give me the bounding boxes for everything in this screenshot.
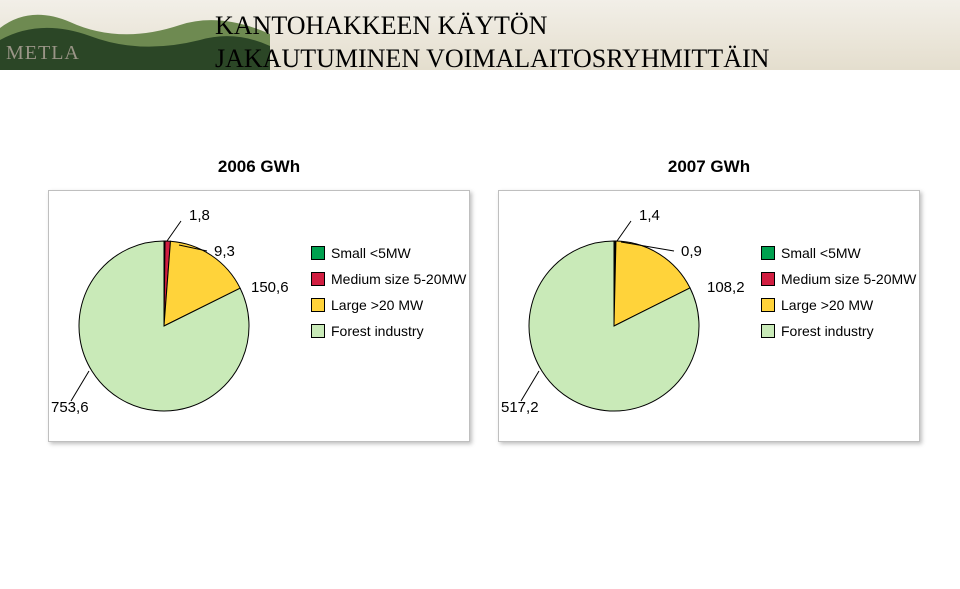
legend-item: Small <5MW — [311, 245, 466, 261]
logo-text: METLA — [6, 42, 80, 65]
chart-title-2007: 2007 GWh — [499, 157, 919, 177]
legend-label: Forest industry — [781, 323, 874, 339]
legend-swatch — [761, 324, 775, 338]
data-label: 1,4 — [639, 207, 660, 224]
legend-swatch — [311, 324, 325, 338]
leader-line — [71, 371, 89, 401]
legend-item: Large >20 MW — [761, 297, 916, 313]
title-line-1: KANTOHAKKEEN KÄYTÖN — [215, 11, 547, 40]
legend-item: Forest industry — [761, 323, 916, 339]
legend-swatch — [761, 272, 775, 286]
legend-2006: Small <5MW Medium size 5-20MW Large >20 MW… — [311, 245, 466, 349]
data-label: 517,2 — [501, 399, 539, 416]
data-label: 1,8 — [189, 207, 210, 224]
chart-title-2006: 2006 GWh — [49, 157, 469, 177]
legend-2007: Small <5MW Medium size 5-20MW Large >20 MW… — [761, 245, 916, 349]
data-label: 9,3 — [214, 243, 235, 260]
legend-swatch — [761, 246, 775, 260]
legend-label: Forest industry — [331, 323, 424, 339]
legend-item: Small <5MW — [761, 245, 916, 261]
data-label: 150,6 — [251, 279, 289, 296]
legend-item: Large >20 MW — [311, 297, 466, 313]
legend-label: Medium size 5-20MW — [331, 271, 466, 287]
legend-swatch — [311, 246, 325, 260]
leader-line — [521, 371, 539, 401]
legend-item: Medium size 5-20MW — [311, 271, 466, 287]
legend-swatch — [761, 298, 775, 312]
page-title: KANTOHAKKEEN KÄYTÖN JAKAUTUMINEN VOIMALA… — [215, 10, 775, 75]
legend-swatch — [311, 272, 325, 286]
legend-label: Small <5MW — [781, 245, 861, 261]
leader-line — [617, 221, 631, 241]
chart-panel-2006: 2006 GWh Small <5MWMedium size 5-20MWLar… — [48, 190, 470, 442]
legend-item: Forest industry — [311, 323, 466, 339]
chart-panel-2007: 2007 GWh Small <5MWMedium size 5-20MWLar… — [498, 190, 920, 442]
legend-swatch — [311, 298, 325, 312]
data-label: 0,9 — [681, 243, 702, 260]
legend-label: Large >20 MW — [781, 297, 873, 313]
leader-line — [167, 221, 181, 241]
legend-label: Medium size 5-20MW — [781, 271, 916, 287]
title-line-2: JAKAUTUMINEN VOIMALAITOSRYHMITTÄIN — [215, 44, 769, 73]
legend-label: Large >20 MW — [331, 297, 423, 313]
data-label: 108,2 — [707, 279, 745, 296]
data-label: 753,6 — [51, 399, 89, 416]
legend-item: Medium size 5-20MW — [761, 271, 916, 287]
legend-label: Small <5MW — [331, 245, 411, 261]
